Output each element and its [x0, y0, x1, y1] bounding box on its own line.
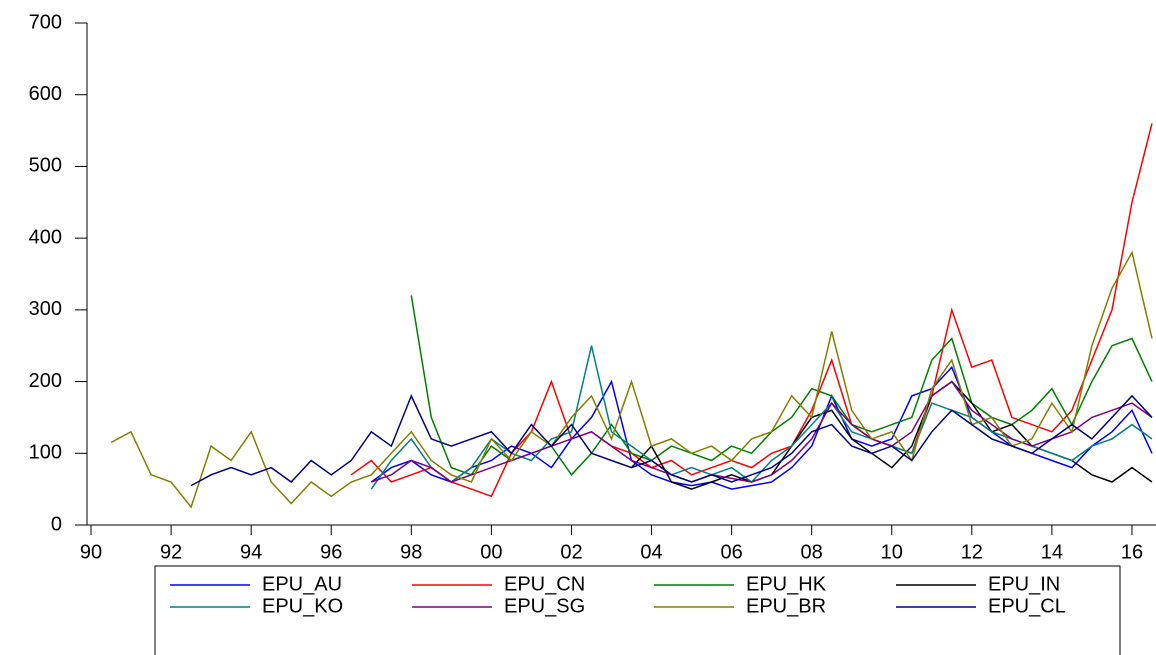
series-line	[630, 380, 1153, 490]
y-tick-label: 700	[29, 11, 62, 33]
y-tick-label: 600	[29, 83, 62, 105]
legend-label: EPU_KO	[262, 595, 343, 617]
x-tick-label: 12	[961, 541, 983, 563]
legend-label: EPU_SG	[504, 595, 585, 617]
x-tick-label: 10	[881, 541, 903, 563]
x-tick-label: 08	[801, 541, 823, 563]
legend-label: EPU_HK	[746, 573, 827, 595]
series-line	[190, 394, 1153, 487]
x-tick-label: 14	[1041, 541, 1063, 563]
legend-label: EPU_IN	[988, 573, 1060, 595]
y-tick-label: 0	[51, 513, 62, 535]
y-tick-label: 500	[29, 155, 62, 177]
y-tick-label: 100	[29, 442, 62, 464]
legend-label: EPU_CN	[504, 573, 585, 595]
x-tick-label: 96	[320, 541, 342, 563]
x-tick-label: 98	[400, 541, 422, 563]
x-tick-label: 06	[720, 541, 742, 563]
x-tick-label: 90	[80, 541, 102, 563]
legend-label: EPU_CL	[988, 595, 1066, 617]
series-line	[410, 295, 1153, 476]
legend-label: EPU_BR	[746, 595, 826, 617]
legend-box	[154, 565, 1121, 655]
legend-label: EPU_AU	[262, 573, 342, 595]
series-line	[371, 380, 1153, 483]
x-tick-label: 16	[1121, 541, 1143, 563]
y-tick-label: 300	[29, 298, 62, 320]
x-tick-label: 00	[480, 541, 502, 563]
series-line	[350, 123, 1153, 498]
x-tick-label: 94	[240, 541, 262, 563]
y-tick-label: 200	[29, 370, 62, 392]
series-line	[110, 250, 1153, 509]
x-tick-label: 02	[560, 541, 582, 563]
x-tick-label: 04	[640, 541, 662, 563]
series-line	[370, 345, 1153, 490]
y-tick-label: 400	[29, 226, 62, 248]
x-tick-label: 92	[160, 541, 182, 563]
